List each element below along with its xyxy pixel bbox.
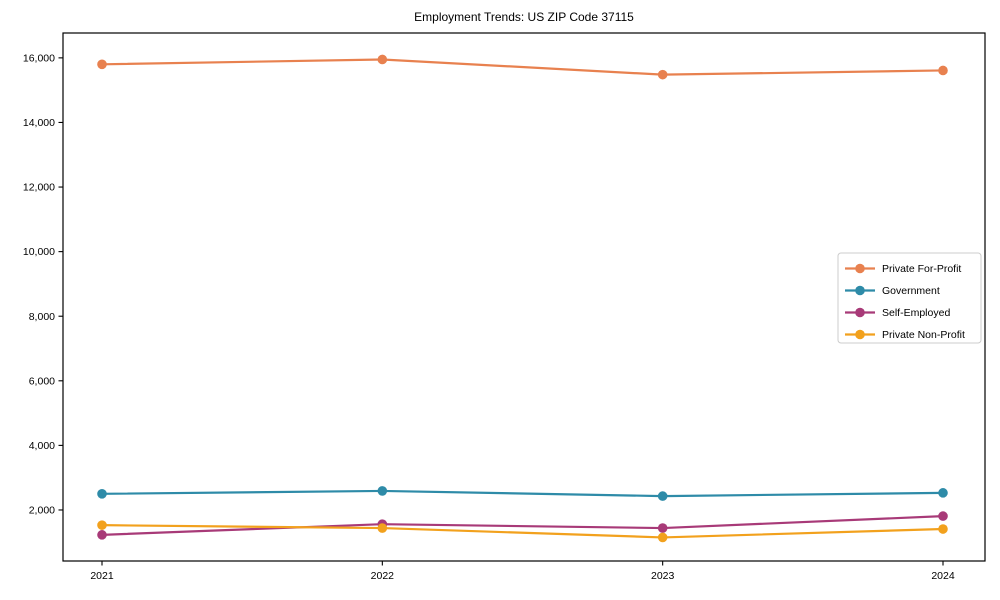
legend-marker-icon (855, 285, 865, 296)
legend-label: Private For-Profit (882, 263, 961, 275)
legend-item: Private For-Profit (845, 263, 961, 275)
chart-title: Employment Trends: US ZIP Code 37115 (414, 10, 634, 24)
y-tick-label: 4,000 (29, 440, 55, 452)
legend-label: Self-Employed (882, 307, 950, 319)
legend-marker-icon (855, 263, 865, 274)
x-tick-label: 2022 (371, 570, 395, 582)
legend-marker-icon (855, 307, 865, 318)
legend-item: Self-Employed (845, 307, 950, 319)
data-point (657, 532, 668, 543)
y-tick-label: 14,000 (23, 117, 55, 129)
series-line (100, 524, 945, 539)
data-point (97, 520, 107, 530)
series-line (100, 58, 945, 76)
legend-marker-icon (855, 329, 865, 340)
y-tick-label: 10,000 (23, 246, 55, 258)
data-point (97, 530, 107, 540)
y-tick-label: 12,000 (23, 182, 55, 194)
data-point (377, 523, 388, 533)
data-point (97, 59, 107, 70)
data-point (377, 486, 388, 496)
data-point (377, 54, 388, 65)
series-line (100, 515, 945, 536)
legend-item: Private Non-Profit (845, 329, 965, 341)
legend-box (837, 252, 982, 344)
data-point (938, 511, 948, 521)
data-point (657, 523, 668, 533)
data-point (97, 489, 107, 499)
y-tick-label: 8,000 (29, 311, 55, 323)
plot-frame (62, 32, 986, 562)
x-tick-label: 2023 (651, 570, 675, 582)
data-point (938, 524, 948, 534)
x-tick-label: 2021 (90, 570, 114, 582)
data-point (938, 65, 948, 76)
data-point (657, 69, 668, 80)
legend-item: Government (845, 285, 940, 297)
legend-label: Government (882, 285, 940, 297)
x-tick-label: 2024 (931, 570, 955, 582)
y-tick-label: 16,000 (23, 52, 55, 64)
y-tick-label: 6,000 (29, 375, 55, 387)
series-line (100, 489, 945, 498)
data-point (657, 491, 668, 501)
legend-label: Private Non-Profit (882, 329, 965, 341)
y-tick-label: 2,000 (29, 505, 55, 517)
data-point (938, 488, 948, 498)
